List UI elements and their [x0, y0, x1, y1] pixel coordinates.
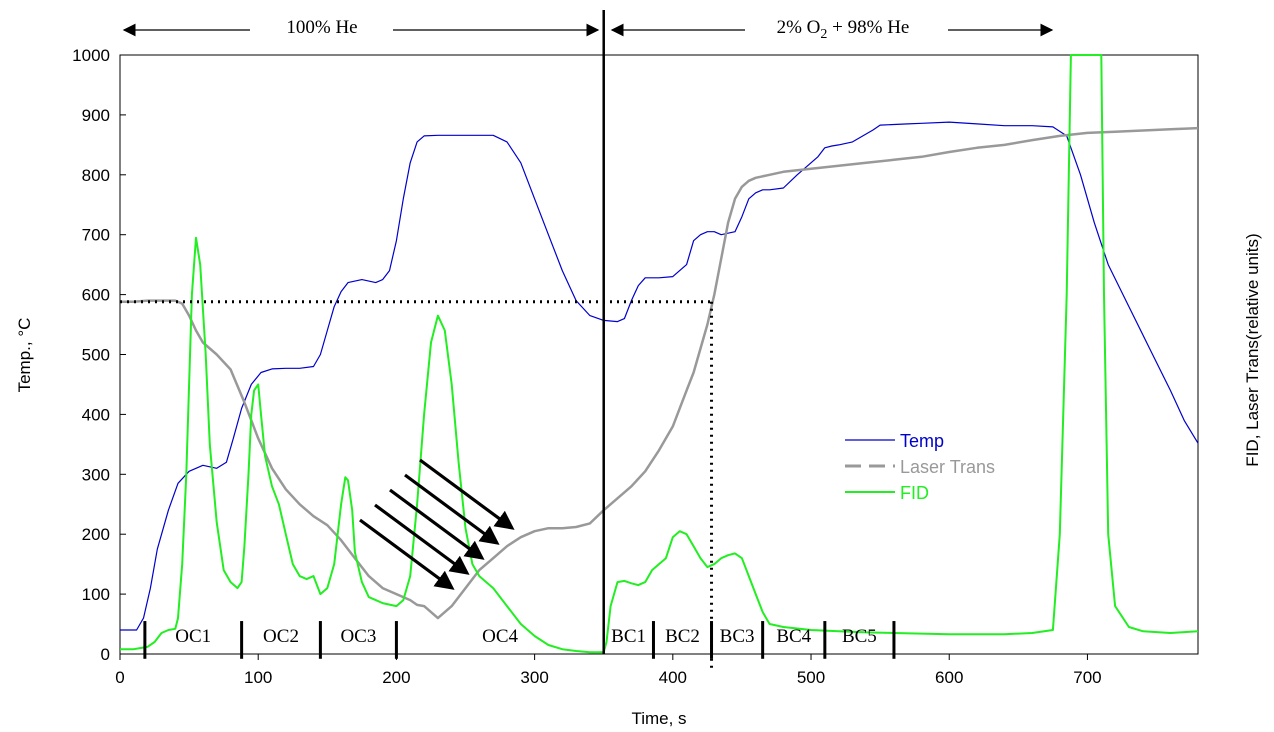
legend-label-fid: FID	[900, 483, 929, 503]
diagonal-arrow	[404, 473, 500, 545]
legend-label-temp: Temp	[900, 431, 944, 451]
y-tick-label: 700	[82, 226, 110, 245]
y-tick-label: 0	[101, 645, 110, 664]
x-tick-label: 700	[1073, 668, 1101, 687]
phase-label: OC1	[175, 626, 211, 647]
x-axis-title: Time, s	[631, 709, 686, 728]
x-axis-ticks: 0 100 200 300 400 500 600 700	[115, 654, 1102, 687]
legend-label-laser: Laser Trans	[900, 457, 995, 477]
x-tick-label: 100	[244, 668, 272, 687]
y-tick-label: 800	[82, 166, 110, 185]
phase-label: BC2	[665, 626, 700, 647]
diagonal-arrow	[389, 488, 485, 560]
series-line-fid	[120, 54, 1199, 654]
annotations: 100% He 2% O2 + 98% He	[120, 10, 1054, 668]
y-tick-label: 600	[82, 286, 110, 305]
secondary-y-axis-title: FID, Laser Trans(relative units)	[1243, 233, 1262, 466]
phase-label: OC2	[263, 626, 299, 647]
o2-label-subscript: 2	[820, 27, 827, 42]
y-tick-label: 400	[82, 405, 110, 424]
diagonal-arrows	[359, 458, 515, 590]
phase-label: BC3	[720, 626, 755, 647]
series-line-laser-trans	[120, 126, 1199, 620]
diagonal-arrow	[359, 518, 455, 590]
legend: Temp Laser Trans FID	[845, 431, 995, 503]
phase-label: BC4	[776, 626, 811, 647]
y-tick-label: 100	[82, 585, 110, 604]
diagonal-arrow	[374, 503, 470, 575]
y-tick-label: 300	[82, 465, 110, 484]
o2-label-prefix: 2% O	[777, 17, 821, 38]
o2-region-label: 2% O2 + 98% He	[777, 17, 910, 42]
series-line-temp	[120, 121, 1199, 631]
y-axis-title: Temp., °C	[15, 318, 34, 393]
y-axis-ticks: 0 100 200 300 400 500 600 700 800 900 1000	[72, 46, 126, 664]
x-tick-label: 500	[797, 668, 825, 687]
he-region-label: 100% He	[286, 17, 357, 38]
x-tick-label: 0	[115, 668, 124, 687]
x-tick-label: 300	[520, 668, 548, 687]
phase-label: BC5	[842, 626, 877, 647]
x-tick-label: 600	[935, 668, 963, 687]
y-tick-label: 900	[82, 106, 110, 125]
y-tick-label: 1000	[72, 46, 110, 65]
x-tick-label: 400	[659, 668, 687, 687]
series-lines	[120, 54, 1199, 654]
diagonal-arrow	[419, 458, 515, 530]
o2-label-suffix: + 98% He	[827, 17, 909, 38]
y-tick-label: 200	[82, 525, 110, 544]
y-tick-label: 500	[82, 346, 110, 365]
phase-label: BC1	[611, 626, 646, 647]
phase-label: OC3	[340, 626, 376, 647]
phase-label: OC4	[482, 626, 518, 647]
x-tick-label: 200	[382, 668, 410, 687]
phase-markers: OC1 OC2 OC3 OC4 BC1 BC2 BC3 BC4 BC5	[143, 621, 896, 659]
